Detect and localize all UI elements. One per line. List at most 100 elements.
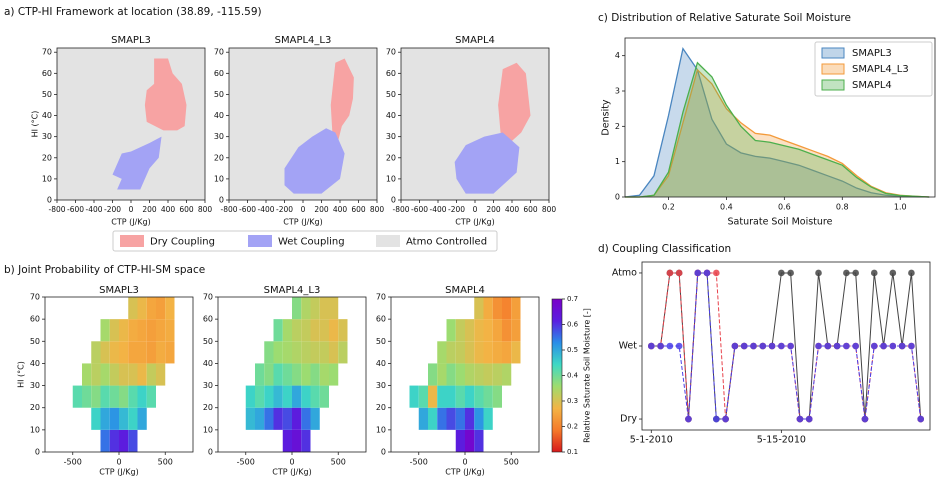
y-tick-label: 30 <box>386 132 396 141</box>
heat-cell <box>282 429 292 452</box>
heat-cell <box>483 363 493 386</box>
heat-cell <box>511 297 521 320</box>
heat-cell <box>502 363 512 386</box>
x-tick-label: 0 <box>473 205 478 214</box>
heat-cell <box>146 341 156 364</box>
heat-cell <box>128 407 138 430</box>
series-marker <box>750 342 757 350</box>
heat-cell <box>128 363 138 386</box>
legend-label: Dry Coupling <box>150 237 215 248</box>
series-marker <box>880 342 887 350</box>
heat-cell <box>255 385 265 408</box>
heat-cell <box>128 429 138 452</box>
heat-cell <box>511 341 521 364</box>
x-tick-label: -400 <box>257 205 274 214</box>
heat-cell <box>119 429 129 452</box>
heat-cell <box>264 363 274 386</box>
heat-cell <box>273 341 283 364</box>
x-tick-label: 400 <box>161 205 176 214</box>
series-marker <box>787 342 794 350</box>
heat-cell <box>483 385 493 408</box>
heat-cell <box>109 407 119 430</box>
x-tick-label: -400 <box>85 205 102 214</box>
heat-cell <box>245 407 255 430</box>
heat-cell <box>292 429 302 452</box>
series-marker <box>889 269 897 277</box>
heat-cell <box>437 407 447 430</box>
heat-cell <box>446 363 456 386</box>
legend-label: Atmo Controlled <box>406 237 487 248</box>
heat-cell <box>446 319 456 342</box>
heat-cell <box>91 363 101 386</box>
heat-cell <box>301 429 311 452</box>
heat-cell <box>338 341 348 364</box>
x-axis-label: CTP (J/Kg) <box>283 218 322 227</box>
heat-cell <box>292 319 302 342</box>
y-tick-label: 60 <box>386 69 396 78</box>
x-tick-label: 0 <box>289 458 294 467</box>
heat-cell <box>128 385 138 408</box>
heat-cell <box>465 429 475 452</box>
heat-cell <box>428 363 438 386</box>
subplot-title: SMAPL4 <box>455 35 495 46</box>
heat-cell <box>100 407 110 430</box>
legend-box <box>112 230 498 252</box>
series-marker <box>666 342 674 350</box>
y-tick-label: 60 <box>376 315 386 324</box>
legend-swatch <box>821 63 845 75</box>
x-tick-label: -800 <box>220 205 237 214</box>
x-tick-label: 500 <box>158 458 173 467</box>
y-tick-label: 10 <box>376 425 386 434</box>
heat-cell <box>474 385 484 408</box>
heat-cell <box>146 385 156 408</box>
heat-cell <box>301 407 311 430</box>
y-tick-label: 50 <box>214 90 224 99</box>
heat-cell <box>109 341 119 364</box>
x-axis-label: CTP (J/Kg) <box>455 218 494 227</box>
heat-cell <box>329 341 339 364</box>
heat-cell <box>483 297 493 320</box>
y-tick-label: 60 <box>30 315 40 324</box>
subplot-title: SMAPL4_L3 <box>275 35 332 46</box>
heat-cell <box>82 363 92 386</box>
x-tick-label: 800 <box>542 205 557 214</box>
series-marker <box>657 342 664 350</box>
heat-cell <box>128 297 138 320</box>
y-axis-label: Density <box>601 99 612 135</box>
y-tick-label: 70 <box>386 48 396 57</box>
series-marker <box>713 415 720 423</box>
x-tick-label: 0.8 <box>836 203 849 212</box>
x-tick-label: 0 <box>129 205 134 214</box>
heat-cell <box>146 363 156 386</box>
y-tick-label: 70 <box>376 293 386 302</box>
heat-cell <box>100 429 110 452</box>
y-tick-label: 50 <box>42 90 52 99</box>
heat-cell <box>156 363 166 386</box>
heat-cell <box>428 407 438 430</box>
heat-cell <box>137 363 147 386</box>
y-tick-label: 50 <box>386 90 396 99</box>
heat-cell <box>492 385 502 408</box>
heat-cell <box>91 407 101 430</box>
series-marker <box>778 269 785 277</box>
axes-frame <box>624 37 936 198</box>
heat-cell <box>465 341 475 364</box>
x-tick-label: -600 <box>411 205 428 214</box>
panel-title: b) Joint Probability of CTP-HI-SM space <box>4 264 205 276</box>
coupling-region <box>454 132 520 194</box>
x-tick-label: 0.4 <box>720 203 733 212</box>
legend-swatch <box>821 79 845 91</box>
y-tick-label: 1 <box>615 157 620 166</box>
heat-cell <box>137 385 147 408</box>
x-tick-label: 600 <box>351 205 366 214</box>
x-tick-label: -200 <box>104 205 121 214</box>
y-tick-label: 20 <box>203 403 213 412</box>
heat-cell <box>82 385 92 408</box>
x-axis-label: CTP (J/Kg) <box>272 468 311 477</box>
heat-cell <box>282 319 292 342</box>
y-tick-label: 30 <box>376 381 386 390</box>
subplot-title: SMAPL4_L3 <box>264 285 321 296</box>
heat-cell <box>165 319 175 342</box>
x-tick-label: 1.0 <box>894 203 907 212</box>
series-marker <box>815 269 822 277</box>
